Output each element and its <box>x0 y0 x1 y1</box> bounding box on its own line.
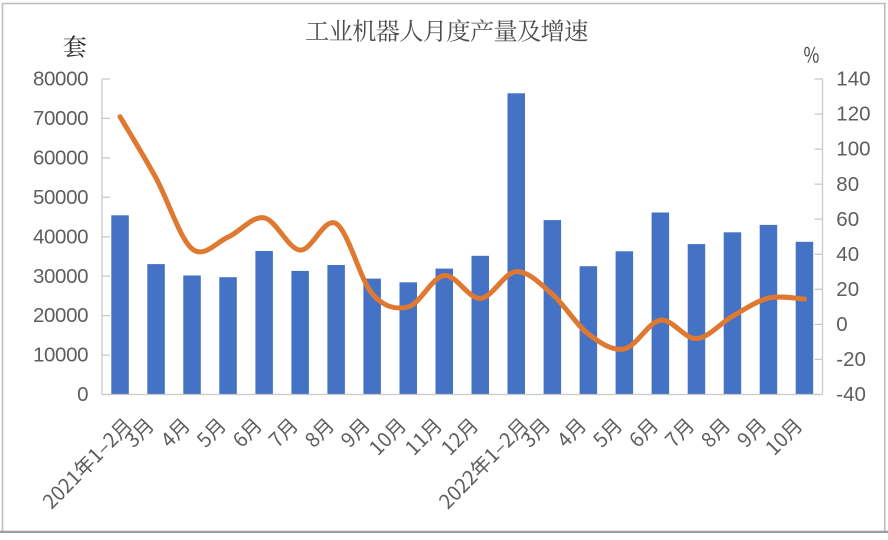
svg-text:80: 80 <box>836 173 859 196</box>
svg-text:0: 0 <box>836 313 847 336</box>
svg-text:60000: 60000 <box>33 147 89 170</box>
svg-text:10000: 10000 <box>33 344 89 367</box>
svg-text:100: 100 <box>836 138 870 161</box>
svg-text:20: 20 <box>836 278 859 301</box>
svg-text:80000: 80000 <box>33 68 89 91</box>
svg-text:60: 60 <box>836 208 859 231</box>
svg-text:70000: 70000 <box>33 107 89 130</box>
svg-text:40000: 40000 <box>33 225 89 248</box>
svg-text:-20: -20 <box>836 348 866 371</box>
svg-text:120: 120 <box>836 103 870 126</box>
svg-text:50000: 50000 <box>33 186 89 209</box>
svg-text:0: 0 <box>77 383 88 406</box>
svg-text:140: 140 <box>836 68 870 91</box>
svg-text:30000: 30000 <box>33 265 89 288</box>
svg-text:-40: -40 <box>836 383 866 406</box>
svg-text:20000: 20000 <box>33 304 89 327</box>
svg-text:40: 40 <box>836 243 859 266</box>
